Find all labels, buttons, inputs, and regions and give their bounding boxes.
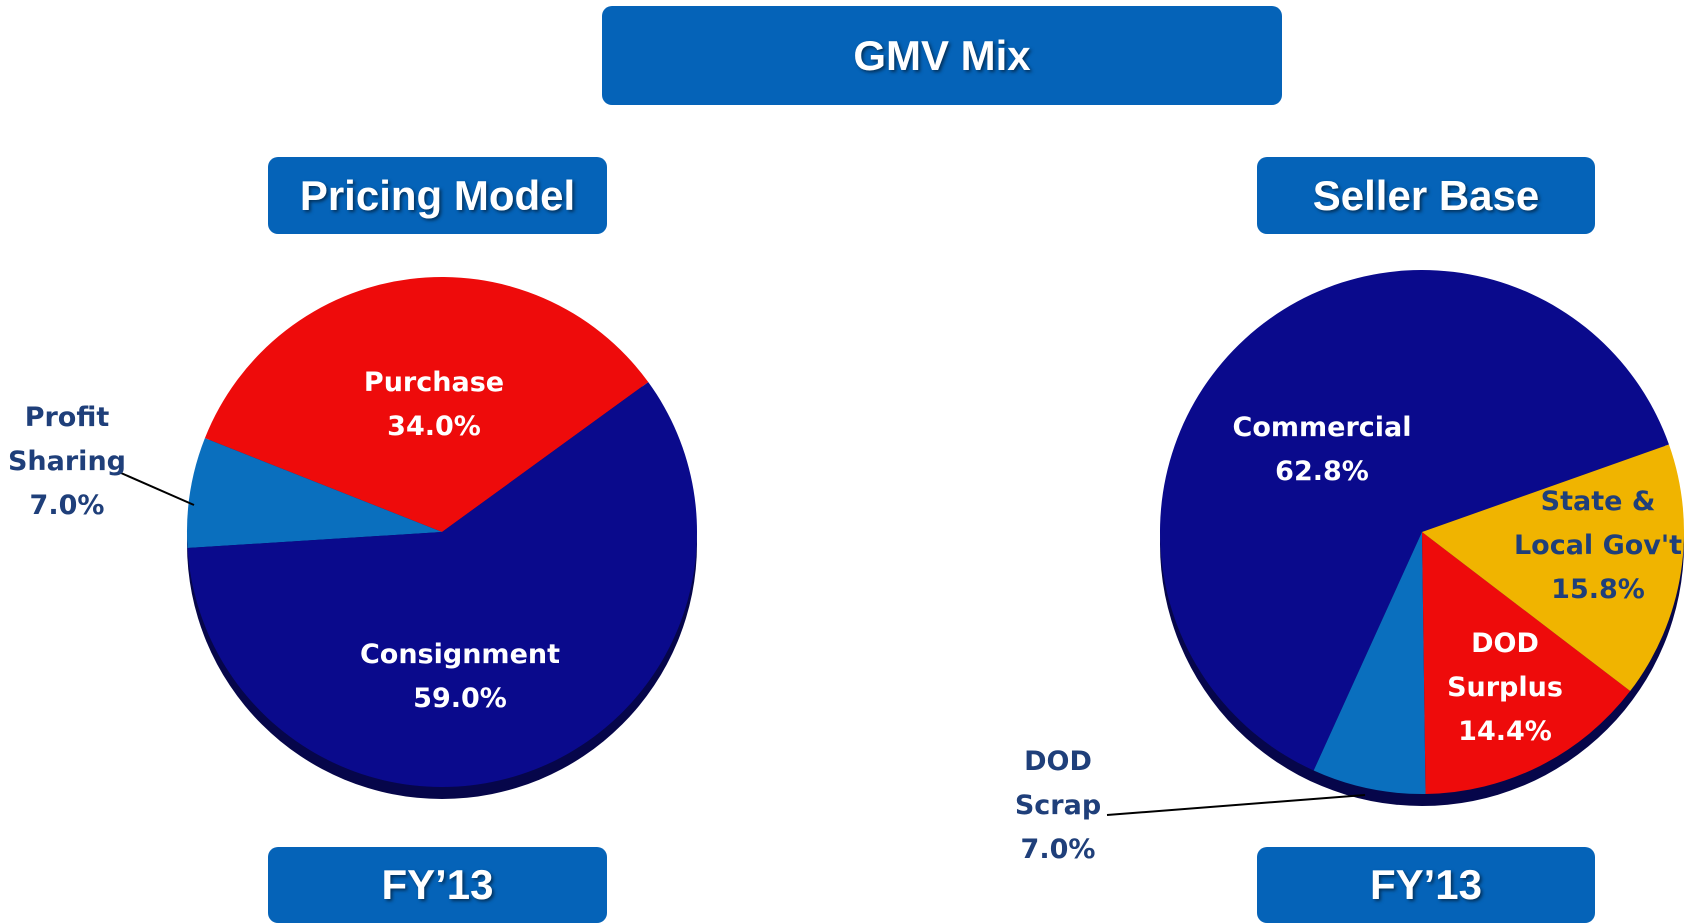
value-label: 7.0% bbox=[1020, 834, 1096, 865]
value-label: 62.8% bbox=[1275, 456, 1369, 487]
category-label: DOD Surplus bbox=[1447, 628, 1563, 703]
pie-slice bbox=[1422, 532, 1631, 794]
slice-label: Commercial 62.8% bbox=[1202, 406, 1442, 494]
chart-subtitle: FY’13 bbox=[268, 847, 607, 923]
pie-slice bbox=[1160, 270, 1669, 771]
category-label: Consignment bbox=[359, 639, 561, 670]
slice-label: Purchase 34.0% bbox=[324, 361, 544, 449]
value-label: 34.0% bbox=[387, 411, 481, 442]
chart-title: Seller Base bbox=[1257, 157, 1595, 234]
category-label: Purchase bbox=[363, 367, 505, 398]
slice-label: Profit Sharing 7.0% bbox=[2, 396, 132, 528]
category-label: Commercial bbox=[1232, 412, 1412, 443]
leader-line bbox=[120, 472, 195, 506]
slice-label: DOD Scrap 7.0% bbox=[1003, 740, 1113, 872]
value-label: 59.0% bbox=[413, 683, 507, 714]
category-label: State & Local Gov't bbox=[1513, 486, 1683, 561]
leader-line bbox=[1106, 794, 1366, 816]
category-label: DOD Scrap bbox=[1014, 746, 1102, 821]
slice-label: Consignment 59.0% bbox=[330, 633, 590, 721]
pie-slice bbox=[1422, 444, 1684, 692]
slice-label: DOD Surplus 14.4% bbox=[1435, 622, 1575, 754]
value-label: 15.8% bbox=[1551, 574, 1645, 605]
chart-title: Pricing Model bbox=[268, 157, 607, 234]
main-title: GMV Mix bbox=[602, 6, 1282, 105]
slice-label: State & Local Gov't 15.8% bbox=[1513, 480, 1683, 612]
pie-slice bbox=[1313, 532, 1426, 794]
category-label: Profit Sharing bbox=[7, 402, 126, 477]
value-label: 14.4% bbox=[1458, 716, 1552, 747]
pie-slice bbox=[204, 277, 649, 532]
pie-slice bbox=[187, 438, 442, 549]
pie-slice bbox=[187, 382, 698, 788]
chart-subtitle: FY’13 bbox=[1257, 847, 1595, 923]
value-label: 7.0% bbox=[29, 490, 105, 521]
